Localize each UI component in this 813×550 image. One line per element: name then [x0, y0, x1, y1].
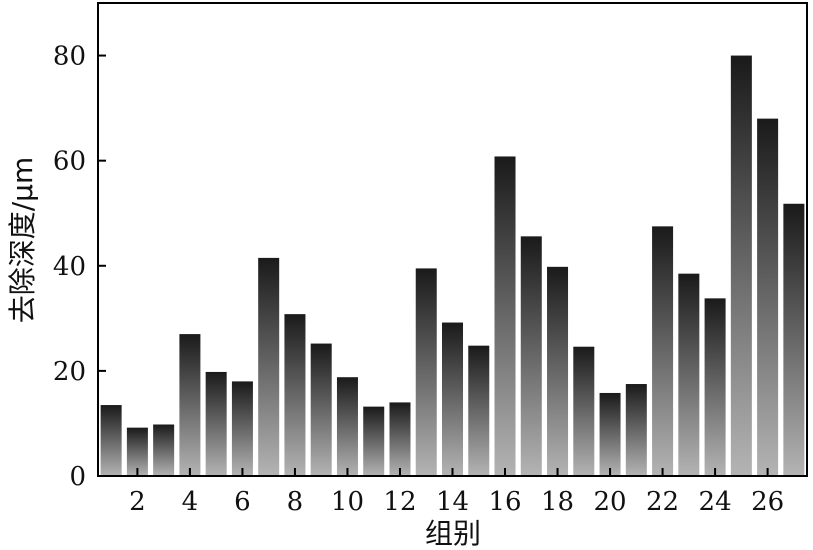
bar-group-6	[231, 381, 253, 476]
bar-group-20	[599, 392, 621, 476]
bar-group-11	[363, 406, 385, 476]
bar-group-21	[625, 384, 647, 476]
bar-group-25	[730, 55, 752, 477]
x-tick-label: 20	[594, 487, 627, 517]
bar-group-1	[100, 405, 122, 476]
bar-group-19	[573, 346, 595, 476]
bar-group-7	[258, 257, 280, 476]
x-tick-label: 14	[436, 487, 469, 517]
bar-group-14	[442, 322, 464, 476]
y-tick-label: 0	[69, 462, 86, 492]
bar-group-23	[678, 273, 700, 476]
bar-group-24	[704, 298, 726, 476]
bar-group-10	[336, 377, 358, 476]
bar-group-9	[310, 343, 332, 476]
bar-group-2	[126, 427, 148, 476]
x-tick-label: 10	[331, 487, 364, 517]
y-tick-label: 40	[53, 252, 86, 282]
y-tick-label: 20	[53, 357, 86, 387]
x-tick-label: 6	[234, 487, 251, 517]
bar-group-13	[415, 268, 437, 476]
bar-group-5	[205, 371, 227, 476]
bar-group-15	[468, 345, 490, 476]
bar-group-26	[757, 118, 779, 477]
x-tick-label: 8	[287, 487, 304, 517]
x-tick-label: 22	[646, 487, 679, 517]
x-tick-label: 2	[129, 487, 146, 517]
bar-group-8	[284, 314, 306, 476]
bars-group	[100, 55, 805, 477]
bar-group-3	[153, 424, 175, 476]
y-tick-label: 60	[53, 147, 86, 177]
bar-group-12	[389, 402, 411, 476]
x-tick-label: 4	[182, 487, 199, 517]
x-tick-label: 12	[383, 487, 416, 517]
x-axis: 2 4 6 8 10 12 14 16 18 20 22 24 26	[129, 468, 784, 517]
x-axis-title: 组别	[425, 517, 481, 550]
x-tick-label: 26	[751, 487, 784, 517]
y-tick-label: 80	[53, 42, 86, 72]
bar-group-22	[652, 226, 674, 476]
bar-group-17	[520, 236, 542, 476]
y-axis-title: 去除深度/μm	[6, 157, 39, 324]
x-tick-label: 18	[541, 487, 574, 517]
y-axis: 0 20 40 60 80	[53, 42, 106, 492]
x-tick-label: 24	[699, 487, 732, 517]
bar-group-16	[494, 156, 516, 476]
bar-group-27	[783, 203, 805, 476]
x-tick-label: 16	[488, 487, 521, 517]
bar-group-18	[547, 266, 569, 476]
bar-group-4	[179, 334, 201, 476]
